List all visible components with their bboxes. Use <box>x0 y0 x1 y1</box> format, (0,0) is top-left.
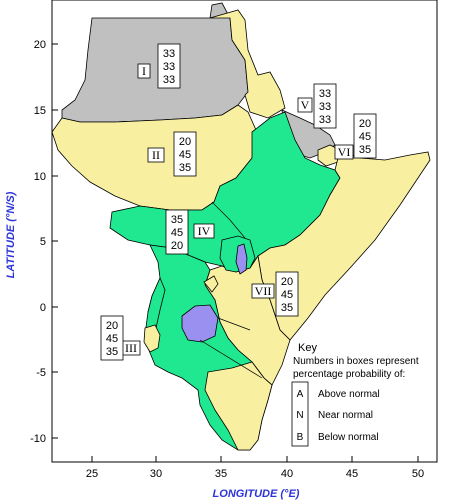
prob-box-vii: 20 45 35 <box>275 271 299 317</box>
svg-text:35: 35 <box>106 346 118 358</box>
x-tick-label: 25 <box>86 468 98 480</box>
svg-text:45: 45 <box>106 333 118 345</box>
key-title: Key <box>298 342 317 354</box>
key-letter-n: N <box>296 410 303 421</box>
prob-box-i: 33 33 33 <box>157 43 181 89</box>
svg-text:33: 33 <box>319 88 331 100</box>
map-key: Key Numbers in boxes represent percentag… <box>291 342 419 447</box>
prob-box-iv: 35 45 20 <box>165 209 189 255</box>
svg-text:20: 20 <box>106 320 118 332</box>
key-label-above: Above normal <box>318 389 380 400</box>
x-tick-label: 30 <box>150 468 162 480</box>
zone-label-iii: III <box>121 340 141 356</box>
y-tick-group: 20 15 10 5 0 -5 -10 <box>30 39 58 445</box>
x-axis-title: LONGITUDE (°E) <box>213 488 300 500</box>
svg-text:45: 45 <box>281 289 293 301</box>
svg-text:IV: IV <box>198 224 211 238</box>
zone-label-vii: VII <box>251 283 275 299</box>
key-line-1: Numbers in boxes represent <box>293 356 419 367</box>
prob-box-ii: 20 45 35 <box>173 131 197 177</box>
svg-text:35: 35 <box>179 162 191 174</box>
zone-small-coast <box>203 275 219 293</box>
key-label-near: Near normal <box>318 410 373 421</box>
border-line <box>217 317 251 331</box>
svg-text:20: 20 <box>281 276 293 288</box>
x-tick-group: 25 30 35 40 45 50 <box>86 456 424 480</box>
svg-text:V: V <box>301 98 310 112</box>
x-tick-label: 45 <box>346 468 358 480</box>
key-letter-a: A <box>297 389 304 400</box>
svg-text:33: 33 <box>163 48 175 60</box>
svg-text:I: I <box>142 64 146 78</box>
border-line <box>199 339 263 379</box>
svg-text:20: 20 <box>179 136 191 148</box>
svg-text:20: 20 <box>171 240 183 252</box>
key-box <box>291 381 309 447</box>
svg-text:33: 33 <box>319 101 331 113</box>
zone-label-iv: IV <box>193 223 215 239</box>
zone-label-i: I <box>137 63 151 79</box>
y-tick-label: 5 <box>40 236 46 248</box>
zone-southeast-region <box>204 361 273 451</box>
svg-text:35: 35 <box>359 144 371 156</box>
y-tick-label: 15 <box>34 105 46 117</box>
svg-text:35: 35 <box>171 214 183 226</box>
key-line-2: percentage probability of: <box>293 369 405 380</box>
key-letter-b: B <box>297 432 304 443</box>
svg-text:VII: VII <box>255 284 272 298</box>
svg-text:45: 45 <box>359 131 371 143</box>
svg-text:20: 20 <box>359 118 371 130</box>
y-tick-label: -5 <box>36 367 46 379</box>
y-tick-label: -10 <box>30 433 46 445</box>
y-tick-label: 10 <box>34 171 46 183</box>
y-tick-label: 20 <box>34 39 46 51</box>
svg-text:33: 33 <box>163 74 175 86</box>
lake-turkana <box>235 243 248 275</box>
lake-victoria <box>181 304 219 343</box>
border-line <box>211 201 246 239</box>
zone-iii-region <box>143 324 161 353</box>
zone-label-v: V <box>297 97 313 113</box>
svg-text:45: 45 <box>171 227 183 239</box>
svg-text:III: III <box>125 341 137 355</box>
svg-text:33: 33 <box>319 114 331 126</box>
x-tick-label: 40 <box>281 468 293 480</box>
y-axis-title: LATITUDE (°N/S) <box>5 191 17 278</box>
svg-text:45: 45 <box>179 149 191 161</box>
y-tick-label: 0 <box>40 302 46 314</box>
prob-box-vi: 20 45 35 <box>353 113 377 159</box>
zone-label-vi: VI <box>334 144 354 160</box>
x-tick-label: 35 <box>215 468 227 480</box>
x-tick-label: 50 <box>412 468 424 480</box>
zone-label-ii: II <box>147 147 165 163</box>
key-label-below: Below normal <box>318 432 379 443</box>
zone-north-east-region <box>209 9 286 119</box>
svg-text:33: 33 <box>163 61 175 73</box>
svg-text:II: II <box>152 148 160 162</box>
svg-text:VI: VI <box>338 145 351 159</box>
prob-box-v: 33 33 33 <box>313 83 337 129</box>
svg-text:35: 35 <box>281 302 293 314</box>
prob-box-iii: 20 45 35 <box>100 315 124 361</box>
